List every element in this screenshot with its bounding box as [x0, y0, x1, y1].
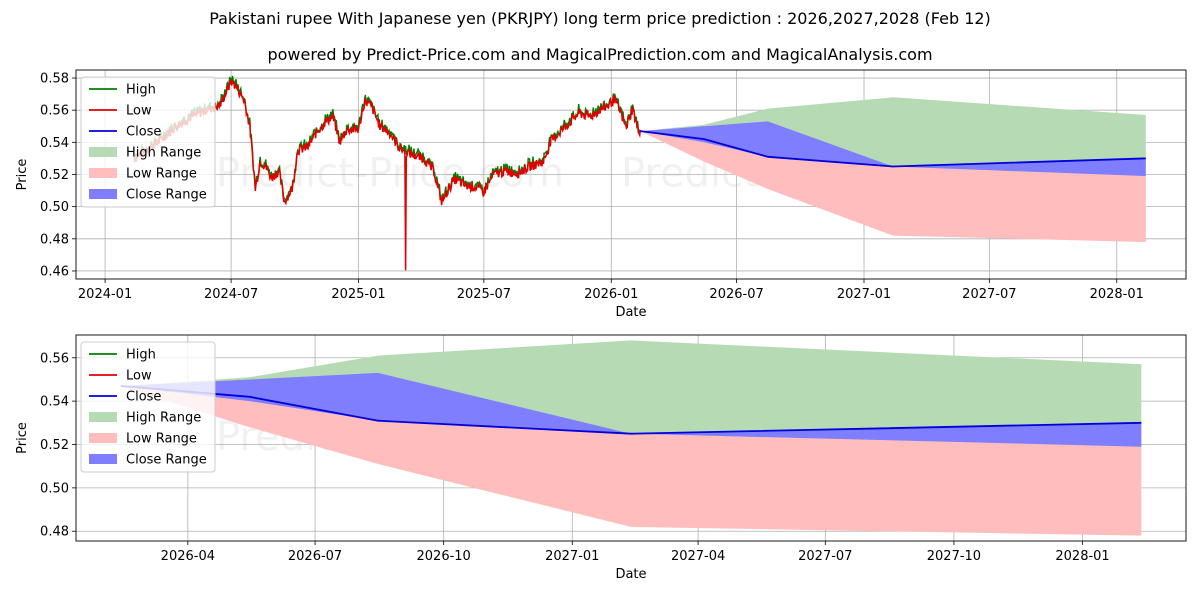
panel-top: Predict-Price.comPredict-Price.com2024-0… — [15, 69, 1187, 320]
x-tick-label: 2026-01 — [584, 287, 638, 302]
y-tick-label: 0.52 — [40, 168, 69, 183]
x-tick-label: 2025-01 — [331, 287, 385, 302]
y-axis-label: Price — [15, 422, 30, 454]
y-tick-label: 0.56 — [40, 104, 69, 119]
legend-label: Close — [126, 390, 161, 405]
x-tick-label: 2027-07 — [798, 549, 852, 564]
x-tick-label: 2026-07 — [288, 549, 342, 564]
legend-label: Close Range — [126, 188, 207, 203]
x-tick-label: 2028-01 — [1090, 287, 1144, 302]
x-tick-label: 2026-07 — [709, 287, 763, 302]
low-range-area — [640, 131, 1146, 242]
legend-label: High — [126, 348, 156, 363]
legend-swatch-patch — [89, 454, 117, 464]
y-tick-label: 0.46 — [40, 264, 69, 279]
x-tick-label: 2027-10 — [927, 549, 981, 564]
x-tick-label: 2024-01 — [78, 287, 132, 302]
y-axis-label: Price — [15, 159, 30, 191]
x-tick-label: 2027-04 — [671, 549, 725, 564]
low-history-line — [133, 79, 642, 271]
legend-swatch-patch — [89, 189, 117, 199]
y-tick-label: 0.54 — [40, 395, 69, 410]
x-tick-label: 2028-01 — [1055, 549, 1109, 564]
x-tick-label: 2027-01 — [837, 287, 891, 302]
x-tick-label: 2027-01 — [545, 549, 599, 564]
x-tick-label: 2025-07 — [457, 287, 511, 302]
panel-bottom: Predict-Price.comPredict-Price.com2026-0… — [15, 334, 1187, 582]
y-tick-label: 0.48 — [40, 232, 69, 247]
legend-label: High — [126, 83, 156, 98]
x-axis-label: Date — [615, 305, 646, 320]
legend-label: High Range — [126, 146, 201, 161]
legend-swatch-patch — [89, 168, 117, 178]
y-tick-label: 0.50 — [40, 481, 69, 496]
legend-swatch-patch — [89, 147, 117, 157]
legend-label: Close — [126, 125, 161, 140]
close-range-area — [640, 121, 1146, 177]
y-tick-label: 0.54 — [40, 136, 69, 151]
close-forecast-line — [640, 130, 1146, 168]
x-axis-label: Date — [615, 567, 646, 582]
y-tick-label: 0.58 — [40, 72, 69, 87]
x-tick-label: 2027-07 — [962, 287, 1016, 302]
plot-frame — [75, 334, 1187, 542]
y-tick-label: 0.52 — [40, 438, 69, 453]
legend-swatch-patch — [89, 433, 117, 443]
legend-label: Low — [126, 369, 152, 384]
y-tick-label: 0.56 — [40, 351, 69, 366]
legend-label: Low Range — [126, 167, 197, 182]
plot-frame — [75, 69, 1187, 280]
legend-label: Low — [126, 104, 152, 119]
x-tick-label: 2024-07 — [204, 287, 258, 302]
low-range-area — [120, 386, 1142, 536]
chart-subtitle: powered by Predict-Price.com and Magical… — [267, 45, 933, 64]
legend-label: Close Range — [126, 453, 207, 468]
x-tick-label: 2026-10 — [417, 549, 471, 564]
chart-title: Pakistani rupee With Japanese yen (PKRJP… — [209, 9, 991, 28]
y-tick-label: 0.48 — [40, 525, 69, 540]
legend-label: Low Range — [126, 432, 197, 447]
x-tick-label: 2026-04 — [161, 549, 215, 564]
legend-label: High Range — [126, 411, 201, 426]
legend-swatch-patch — [89, 412, 117, 422]
y-tick-label: 0.50 — [40, 200, 69, 215]
